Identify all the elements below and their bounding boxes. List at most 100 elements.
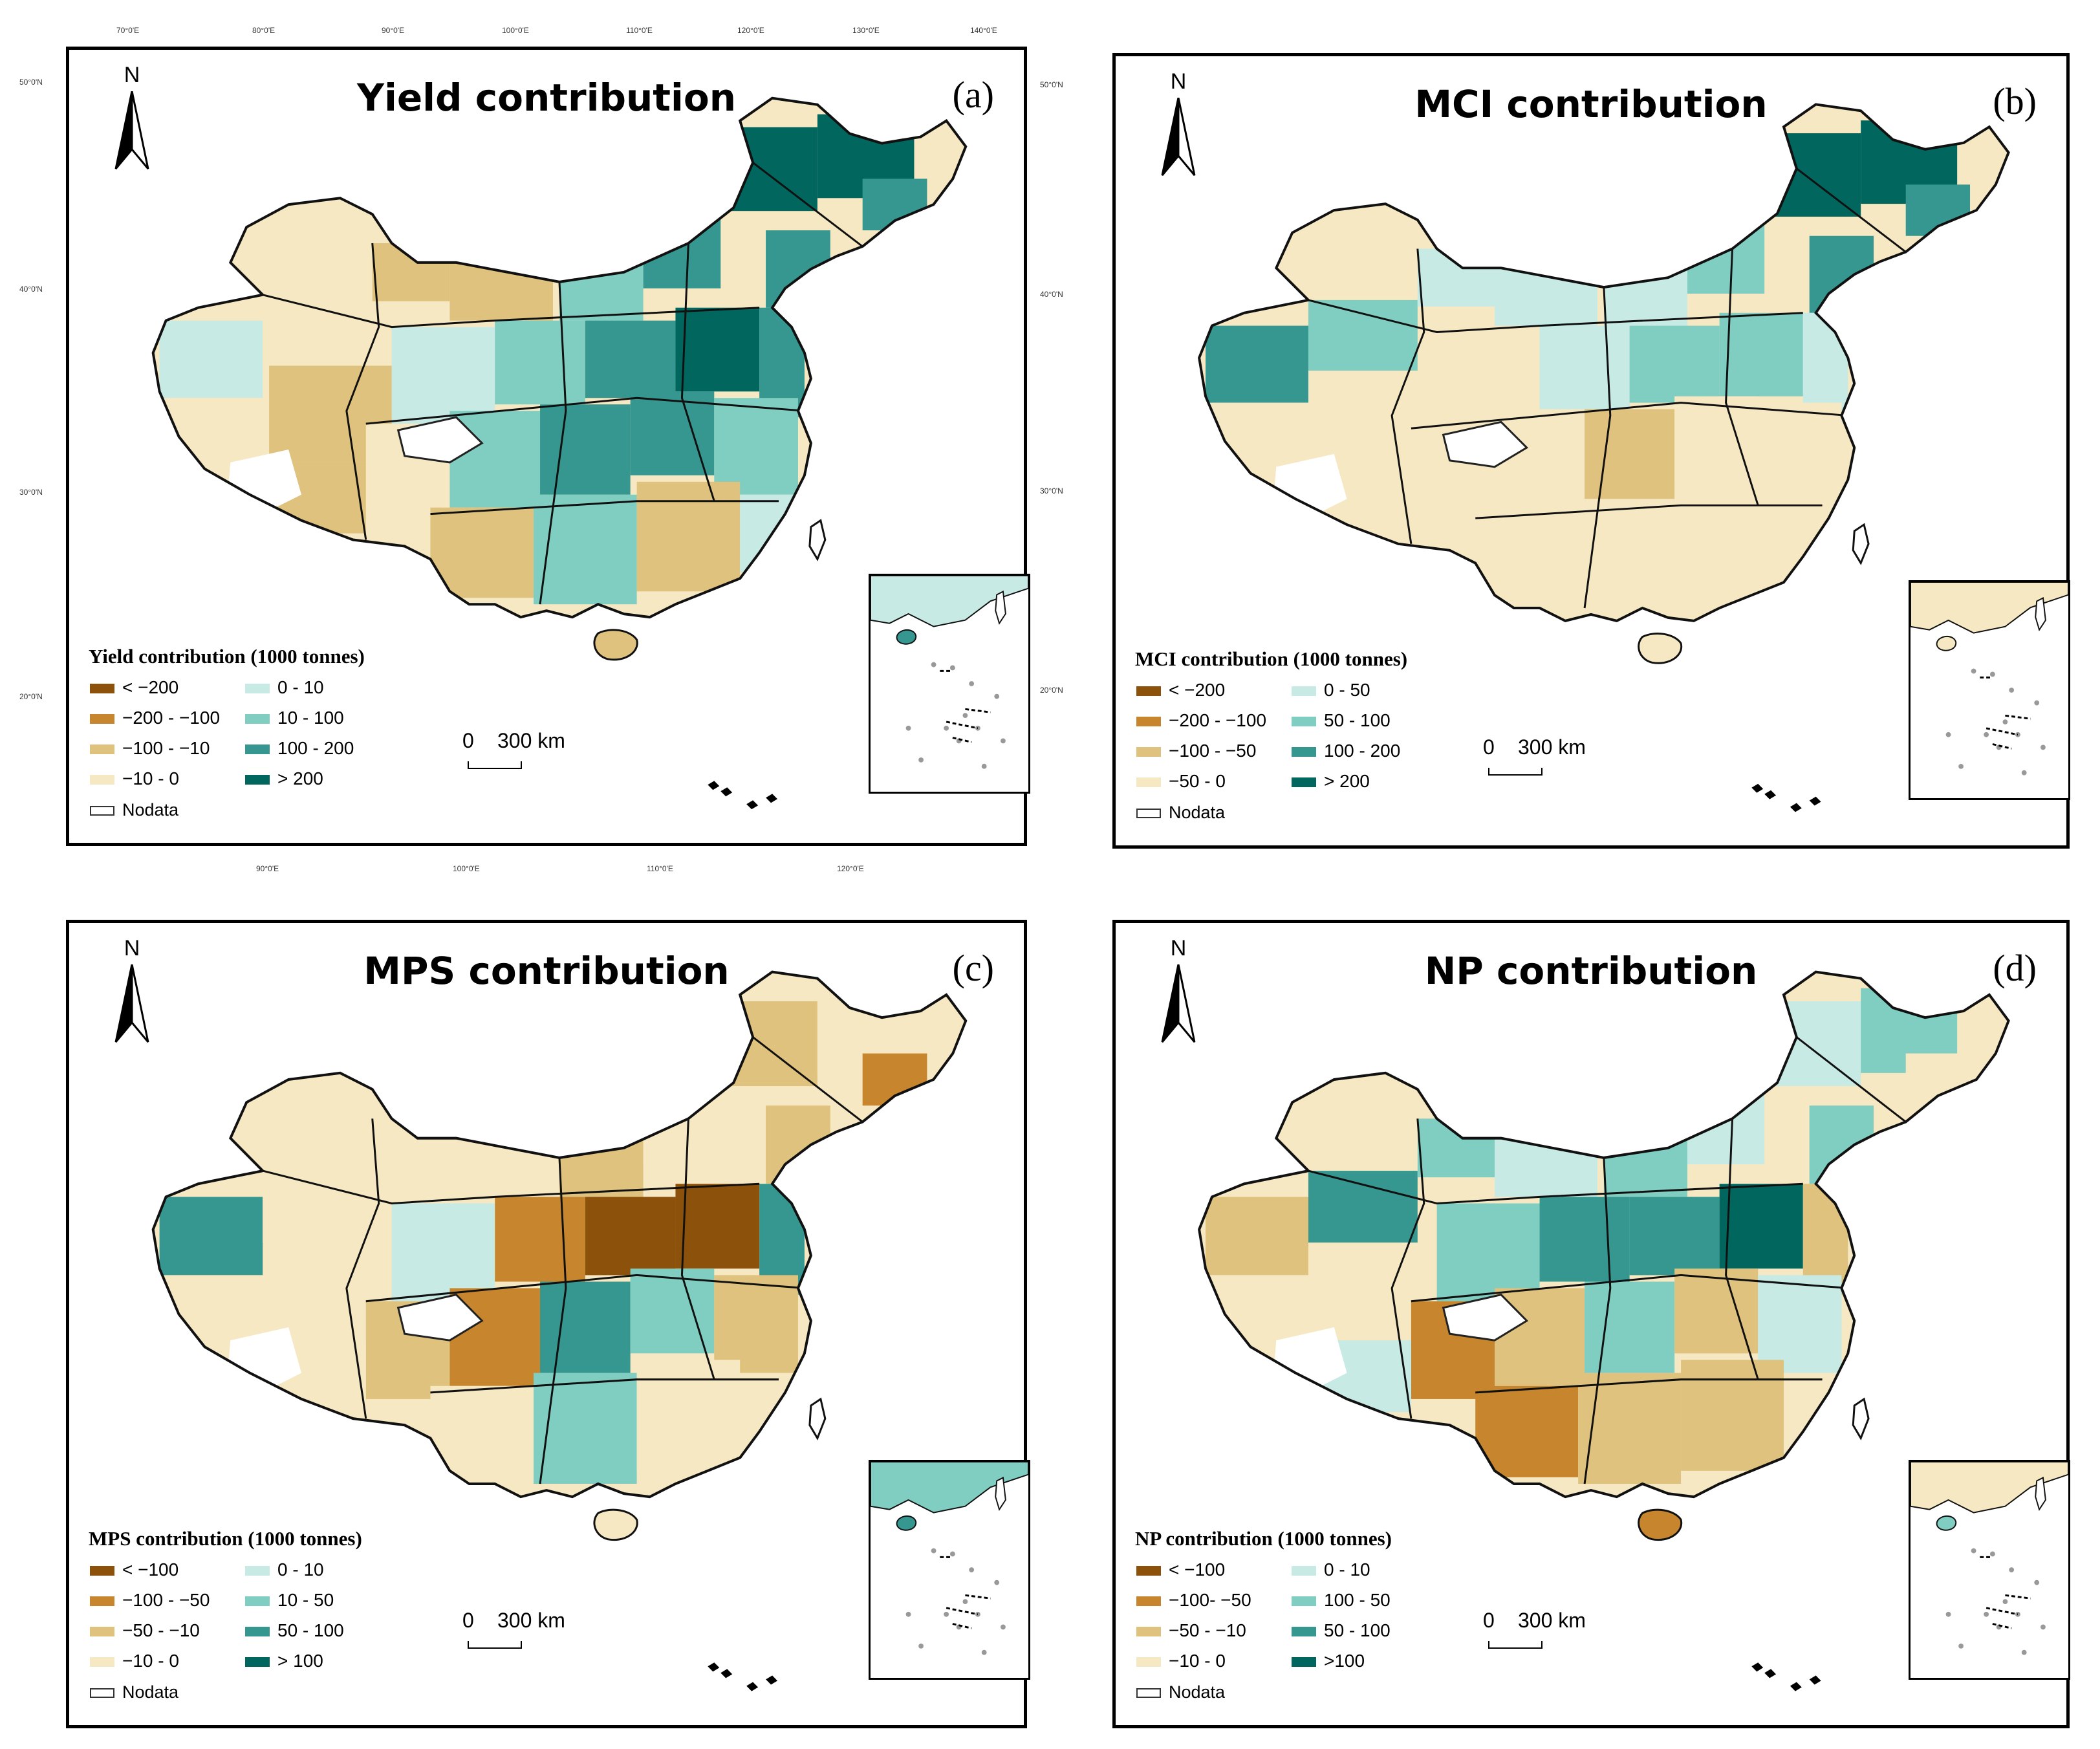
- longitude-label: 130°0'E: [852, 26, 880, 35]
- legend-swatch: [90, 1566, 114, 1576]
- longitude-label: 100°0'E: [453, 864, 480, 873]
- region-block: [1539, 1197, 1630, 1282]
- scale-bar: 0 300 km: [1477, 1609, 1606, 1660]
- region-block: [430, 507, 534, 598]
- legend-label: 0 - 10: [277, 1559, 324, 1580]
- legend-item: > 200: [245, 768, 354, 799]
- inset-islet: [2015, 1611, 2020, 1617]
- islet-marker: [746, 1682, 759, 1691]
- islet-marker: [766, 794, 778, 803]
- legend-label: −10 - 0: [1169, 1651, 1226, 1671]
- legend-item: −200 - −100: [90, 708, 220, 738]
- legend-swatch: [1292, 1657, 1316, 1668]
- legend-label: < −200: [122, 677, 179, 697]
- legend-item: 50 - 100: [1292, 710, 1400, 741]
- longitude-label: 90°0'E: [256, 864, 279, 873]
- legend-nodata: Nodata: [90, 1682, 179, 1702]
- islet-marker: [720, 1669, 733, 1678]
- scale-bar-line: [1488, 1641, 1543, 1649]
- legend-swatch: [1292, 1627, 1316, 1637]
- province-boundary: [1795, 168, 1907, 253]
- region-fill-group: [153, 98, 966, 618]
- legend-label: −10 - 0: [122, 1651, 179, 1671]
- scale-bar-line: [1488, 768, 1543, 776]
- scale-distance-label: 300 km: [497, 1609, 565, 1632]
- legend-label: −100- −50: [1169, 1590, 1251, 1610]
- legend: NP contribution (1000 tonnes) < −100 −100-…: [1131, 1527, 1532, 1715]
- region-block: [391, 1203, 495, 1301]
- legend-column-negative: < −200 −200 - −100 −100 - −10 −10 - 0: [90, 677, 220, 799]
- legend-label: 100 - 200: [277, 738, 354, 758]
- map-title: NP contribution: [1424, 949, 1758, 993]
- region-block: [636, 1360, 741, 1471]
- nodata-label: Nodata: [1169, 803, 1226, 822]
- inset-islet: [981, 1649, 987, 1655]
- longitude-label: 140°0'E: [970, 26, 997, 35]
- inset-taiwan: [995, 591, 1006, 625]
- inset-taiwan: [995, 1477, 1006, 1511]
- region-block: [630, 1268, 715, 1354]
- region-block: [372, 243, 450, 301]
- latitude-label: 30°0'N: [19, 488, 43, 497]
- inset-islet: [931, 662, 936, 668]
- legend-label: −50 - −10: [1169, 1620, 1246, 1640]
- region-block: [1585, 1281, 1675, 1373]
- region-block: [585, 320, 676, 398]
- country-outline: [1198, 103, 2010, 622]
- legend-item: 10 - 100: [245, 708, 354, 738]
- region-block: [714, 1275, 798, 1373]
- region-block: [1674, 1268, 1759, 1354]
- legend-item: 0 - 10: [1292, 1559, 1391, 1590]
- map-title: Yield contribution: [356, 76, 737, 120]
- legend-item: 10 - 50: [245, 1590, 344, 1620]
- region-block: [495, 1197, 585, 1282]
- region-block: [1603, 1118, 1687, 1197]
- legend-item: −100 - −10: [90, 738, 220, 768]
- legend-item: 100 - 200: [245, 738, 354, 768]
- legend-swatch: [1136, 1657, 1161, 1668]
- region-block: [1578, 499, 1682, 609]
- north-arrow: N: [109, 936, 155, 1052]
- legend-title: Yield contribution (1000 tonnes): [89, 645, 365, 668]
- legend-swatch: [1136, 777, 1161, 788]
- legend: Yield contribution (1000 tonnes) < −200 −2…: [85, 645, 486, 832]
- nodata-swatch: [90, 1688, 114, 1699]
- province-boundary: [539, 281, 567, 605]
- scale-bar-line: [468, 1641, 522, 1649]
- legend-label: < −100: [122, 1559, 179, 1580]
- nodata-patch: [1442, 420, 1529, 468]
- province-boundary: [1475, 504, 1823, 519]
- province-boundary: [1411, 1274, 1848, 1303]
- province-boundary: [1583, 287, 1612, 609]
- north-arrow-icon: [114, 964, 149, 1043]
- scale-distance-label: 300 km: [1518, 735, 1586, 759]
- longitude-label: 100°0'E: [502, 26, 529, 35]
- region-block: [1687, 216, 1765, 294]
- inset-islet: [944, 725, 949, 731]
- longitude-label: 120°0'E: [737, 26, 764, 35]
- longitude-label: 110°0'E: [626, 26, 653, 35]
- inset-islet: [949, 1551, 955, 1557]
- north-arrow: N: [1156, 69, 1201, 186]
- scale-bar: 0 300 km: [456, 729, 585, 781]
- latitude-label: 50°0'N: [19, 78, 43, 87]
- region-fill-group: [153, 972, 966, 1497]
- legend-label: 0 - 10: [1324, 1559, 1370, 1580]
- province-boundary: [1475, 1378, 1823, 1394]
- region-block: [766, 230, 830, 308]
- legend-swatch: [1136, 747, 1161, 757]
- latitude-label: 40°0'N: [1040, 290, 1063, 299]
- taiwan-island: [808, 519, 827, 561]
- region-block: [1436, 332, 1540, 429]
- islet-marker: [720, 787, 733, 797]
- inset-hainan: [896, 1515, 917, 1531]
- legend-label: 10 - 100: [277, 708, 344, 728]
- choropleth-map: [1198, 970, 2010, 1691]
- inset-islet: [962, 713, 968, 719]
- panel-np: NP contribution (d) N NP contribution (1000…: [1112, 920, 2070, 1728]
- legend-column-positive: 0 - 10 10 - 50 50 - 100 > 100: [245, 1559, 344, 1681]
- latitude-label: 50°0'N: [1040, 80, 1063, 89]
- longitude-label: 70°0'E: [116, 26, 140, 35]
- inset-islet: [918, 1643, 924, 1649]
- legend-swatch: [1292, 1596, 1316, 1607]
